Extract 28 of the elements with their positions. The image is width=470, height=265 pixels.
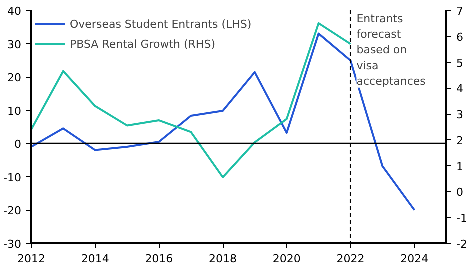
y2-tick-label: 0 xyxy=(456,186,464,200)
y-tick-label: -10 xyxy=(4,171,22,184)
y-tick-label: 30 xyxy=(8,38,22,52)
x-tick-label: 2020 xyxy=(272,252,301,265)
y-tick-label: 40 xyxy=(8,5,22,18)
y2-tick-label: -1 xyxy=(456,212,468,226)
x-tick-label: 2024 xyxy=(400,252,429,265)
y2-tick-label: -2 xyxy=(456,238,468,251)
y2-tick-label: 4 xyxy=(456,82,464,96)
y2-tick-label: 6 xyxy=(456,30,464,44)
x-tick-label: 2012 xyxy=(18,252,46,265)
y2-tick-label: 7 xyxy=(456,5,464,18)
legend-label: PBSA Rental Growth (RHS) xyxy=(70,38,216,50)
y-tick-label: 20 xyxy=(8,72,22,85)
y-tick-label: 0 xyxy=(14,138,22,152)
y-tick-label: -30 xyxy=(4,238,22,251)
x-tick-label: 2022 xyxy=(336,252,365,265)
y2-tick-label: 2 xyxy=(456,134,464,148)
x-tick-label: 2018 xyxy=(209,252,238,265)
x-tick-label: 2016 xyxy=(145,252,174,265)
y-tick-label: 10 xyxy=(8,104,22,118)
y2-tick-label: 1 xyxy=(456,160,464,174)
y2-tick-label: 3 xyxy=(456,108,464,122)
legend-label: Overseas Student Entrants (LHS) xyxy=(70,18,252,30)
ref-line-label: Entrants forecast based on visa acceptances xyxy=(356,12,426,88)
y-tick-label: -20 xyxy=(4,204,22,218)
y2-tick-label: 5 xyxy=(456,56,464,70)
x-tick-label: 2014 xyxy=(81,252,110,265)
